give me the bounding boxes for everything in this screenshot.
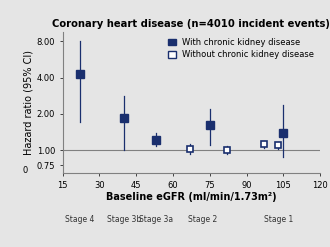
X-axis label: Baseline eGFR (ml/min/1.73m²): Baseline eGFR (ml/min/1.73m²) [106, 192, 277, 202]
Text: Stage 4: Stage 4 [65, 215, 95, 224]
Text: Stage 3b: Stage 3b [107, 215, 141, 224]
Legend: With chronic kidney disease, Without chronic kidney disease: With chronic kidney disease, Without chr… [166, 36, 316, 61]
Text: Stage 3a: Stage 3a [139, 215, 173, 224]
Title: Coronary heart disease (n=4010 incident events): Coronary heart disease (n=4010 incident … [52, 19, 330, 29]
Text: Stage 2: Stage 2 [188, 215, 217, 224]
Text: Stage 1: Stage 1 [264, 215, 293, 224]
Y-axis label: Hazard ratio (95% CI): Hazard ratio (95% CI) [24, 50, 34, 155]
Text: 0: 0 [23, 166, 28, 175]
